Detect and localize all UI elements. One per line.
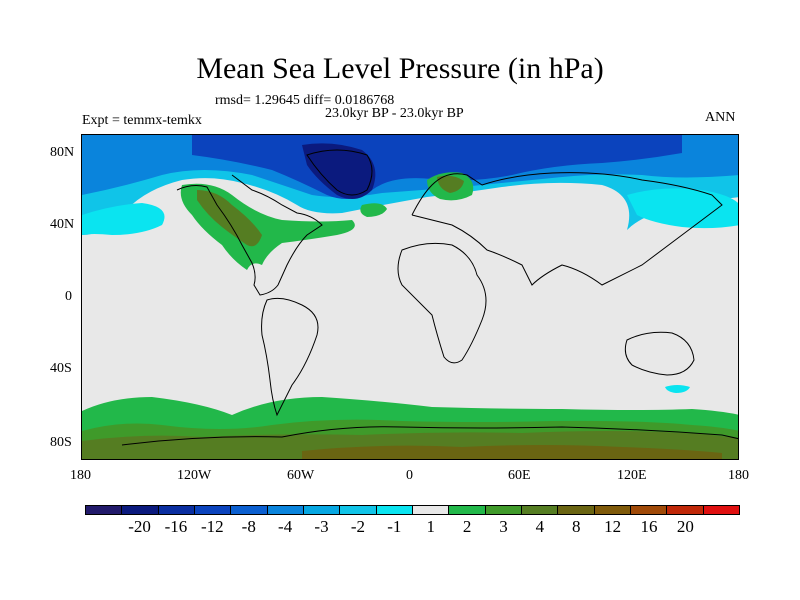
- pressure-field: [82, 135, 738, 459]
- season-label: ANN: [705, 110, 736, 125]
- lon-label-0: 0: [406, 468, 413, 483]
- colorbar-label: -20: [128, 517, 151, 536]
- colorbar-cell: [558, 506, 595, 514]
- colorbar-cell: [630, 506, 668, 514]
- lat-label-40n: 40N: [50, 217, 75, 232]
- colorbar-label: 2: [462, 517, 472, 536]
- colorbar-cell: [122, 506, 159, 514]
- experiment-label: Expt = temmx-temkx: [82, 113, 202, 128]
- colorbar-cell: [412, 506, 450, 514]
- australia-coast: [624, 331, 695, 376]
- scandinavia-high-core: [437, 175, 464, 193]
- aleutian-band: [82, 203, 165, 235]
- colorbar-cell: [376, 506, 413, 514]
- coastlines: [121, 149, 738, 446]
- colorbar-cell: [194, 506, 232, 514]
- colorbar-cell: [340, 506, 377, 514]
- colorbar: [85, 505, 740, 515]
- north-america-high-core: [197, 190, 262, 247]
- colorbar-label: 3: [499, 517, 508, 536]
- colorbar-label: 16: [640, 517, 658, 536]
- colorbar-cell: [158, 506, 195, 514]
- lon-label-180-right: 180: [728, 468, 749, 483]
- colorbar-cell: [267, 506, 304, 514]
- colorbar-cell: [231, 506, 268, 514]
- pacific-cyan-band: [627, 188, 738, 229]
- atlantic-high-blob: [360, 203, 387, 217]
- period-text: 23.0kyr BP - 23.0kyr BP: [325, 106, 464, 121]
- south-america-coast: [261, 297, 319, 417]
- lat-label-80s: 80S: [50, 435, 72, 450]
- south-pacific-cyan-patch: [665, 385, 690, 393]
- colorbar-cell: [449, 506, 486, 514]
- lon-label-120w: 120W: [177, 468, 212, 483]
- colorbar-label: 8: [572, 517, 581, 536]
- colorbar-label: 12: [604, 517, 622, 536]
- colorbar-label: -16: [164, 517, 188, 536]
- lon-label-60e: 60E: [508, 468, 531, 483]
- colorbar-label: -3: [314, 517, 329, 536]
- antarctica-coast: [121, 426, 738, 446]
- north-america-coast: [176, 174, 323, 296]
- greenland-low-core: [302, 143, 376, 199]
- lat-label-0: 0: [65, 289, 72, 304]
- stats-text: rmsd= 1.29645 diff= 0.0186768: [215, 93, 395, 108]
- colorbar-cell: [303, 506, 341, 514]
- map-title: Mean Sea Level Pressure (in hPa): [196, 52, 604, 85]
- colorbar-label: 4: [535, 517, 545, 536]
- lon-label-180-left: 180: [70, 468, 91, 483]
- lon-label-60w: 60W: [287, 468, 315, 483]
- colorbar-cell: [485, 506, 522, 514]
- colorbar-label: 1: [426, 517, 435, 536]
- colorbar-cell: [521, 506, 559, 514]
- colorbar-label: 20: [676, 517, 694, 536]
- lon-label-120e: 120E: [617, 468, 647, 483]
- colorbar-cell: [703, 506, 739, 514]
- colorbar-cell: [667, 506, 704, 514]
- antarctic-high-peak: [302, 445, 722, 459]
- colorbar-label: -4: [278, 517, 293, 536]
- colorbar-label: -12: [201, 517, 224, 536]
- eurasia-coast: [411, 172, 723, 286]
- colorbar-cell: [594, 506, 631, 514]
- greenland-coast: [306, 149, 373, 196]
- lat-label-40s: 40S: [50, 361, 72, 376]
- africa-coast: [397, 242, 487, 364]
- colorbar-cell: [86, 506, 123, 514]
- pressure-map: [81, 134, 739, 460]
- lat-label-80n: 80N: [50, 145, 75, 160]
- colorbar-label: -1: [387, 517, 402, 536]
- colorbar-label: -2: [350, 517, 365, 536]
- colorbar-label: -8: [241, 517, 256, 536]
